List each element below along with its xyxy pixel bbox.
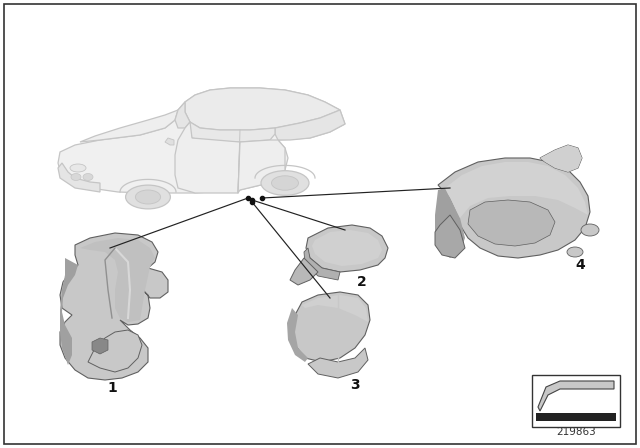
Ellipse shape: [83, 173, 93, 181]
Text: 219863: 219863: [556, 427, 596, 437]
Text: 4: 4: [575, 258, 585, 272]
Polygon shape: [438, 158, 590, 258]
Polygon shape: [538, 381, 614, 411]
Polygon shape: [88, 330, 142, 372]
Polygon shape: [540, 145, 582, 172]
Polygon shape: [290, 258, 318, 285]
Polygon shape: [308, 348, 368, 378]
Ellipse shape: [71, 173, 81, 181]
Bar: [532, 375, 620, 427]
Polygon shape: [92, 338, 108, 354]
Polygon shape: [293, 292, 370, 362]
Polygon shape: [435, 215, 465, 258]
Polygon shape: [165, 138, 174, 145]
Polygon shape: [60, 258, 78, 365]
Polygon shape: [80, 110, 178, 142]
Polygon shape: [58, 88, 345, 193]
Ellipse shape: [136, 190, 161, 204]
Ellipse shape: [271, 176, 298, 190]
Polygon shape: [287, 308, 308, 362]
Polygon shape: [304, 248, 340, 280]
Polygon shape: [80, 238, 155, 322]
Text: 1: 1: [107, 381, 117, 395]
Polygon shape: [275, 110, 345, 140]
Polygon shape: [312, 230, 382, 266]
Ellipse shape: [261, 171, 309, 195]
Polygon shape: [188, 122, 275, 142]
Ellipse shape: [70, 164, 86, 172]
Polygon shape: [175, 102, 190, 128]
Polygon shape: [238, 140, 285, 193]
Bar: [536, 413, 616, 421]
Polygon shape: [302, 295, 368, 322]
Polygon shape: [185, 88, 340, 130]
Polygon shape: [58, 163, 100, 192]
Polygon shape: [445, 162, 588, 218]
Ellipse shape: [567, 247, 583, 257]
Polygon shape: [540, 145, 582, 172]
Ellipse shape: [125, 185, 170, 209]
Ellipse shape: [581, 224, 599, 236]
Polygon shape: [60, 233, 168, 380]
Polygon shape: [175, 122, 240, 193]
Polygon shape: [435, 188, 465, 258]
Polygon shape: [468, 200, 555, 246]
Polygon shape: [306, 225, 388, 272]
Text: 2: 2: [357, 275, 367, 289]
Text: 3: 3: [350, 378, 360, 392]
